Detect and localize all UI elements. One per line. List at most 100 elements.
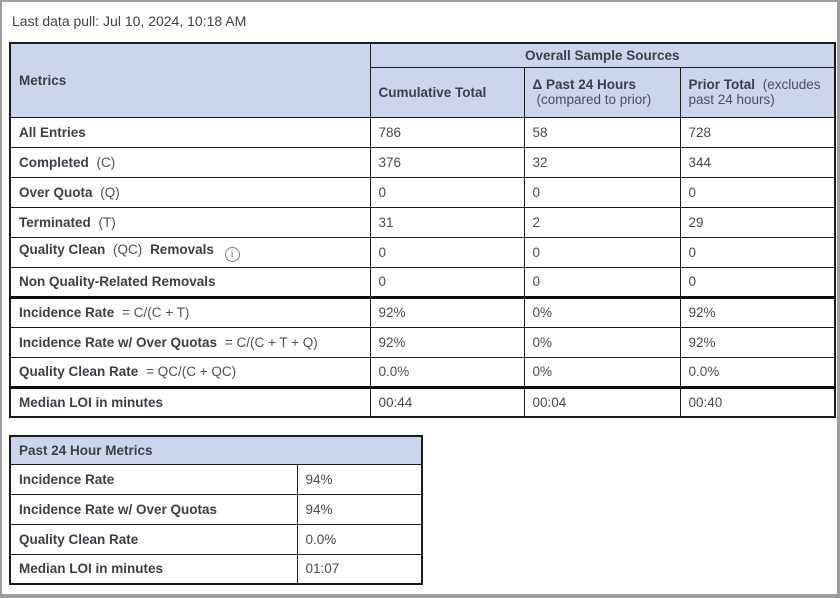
column-header-bold: Cumulative Total (378, 84, 487, 100)
cell-cumulative-total: 00:44 (369, 385, 525, 418)
metric-label-cell: Non Quality-Related Removals (9, 266, 371, 298)
cell-prior-total: 0 (679, 266, 836, 298)
metric-label-cell: Over Quota (Q) (9, 176, 371, 208)
metric-label-bold: Incidence Rate (19, 471, 115, 487)
table-row-quality-clean-removals: Quality Clean (QC) Removals i 0 0 0 (9, 236, 836, 268)
cell-cumulative-total: 0 (369, 266, 525, 298)
cell-cumulative-total: 92% (369, 295, 525, 328)
metric-label-formula: = QC/(C + QC) (146, 364, 237, 379)
metric-label-formula: = C/(C + T + Q) (224, 334, 318, 350)
metric-label-cell: Incidence Rate = C/(C + T) (9, 295, 371, 328)
table-row-incidence-rate: Incidence Rate = C/(C + T) 92% 0% 92% (9, 295, 836, 328)
table-row-p24-quality-clean-rate: Quality Clean Rate 0.0% (9, 523, 423, 555)
cell-delta-past-24-hours: 0% (523, 295, 681, 328)
metric-label-bold: Completed (19, 154, 89, 170)
metric-label-cell: Quality Clean Rate = QC/(C + QC) (9, 356, 371, 388)
metric-label-bold: Non Quality-Related Removals (19, 274, 216, 289)
metric-label-formula: = C/(C + T) (122, 305, 190, 320)
table-row-all-entries: All Entries 786 58 728 (9, 116, 836, 148)
column-header-prior-total: Prior Total (excludes past 24 hours) (679, 66, 836, 118)
cell-delta-past-24-hours: 32 (523, 146, 681, 178)
metric-label-cell: Median LOI in minutes (9, 553, 298, 585)
metrics-column-header: Metrics (9, 42, 371, 118)
metric-label-cell: Terminated (T) (9, 206, 371, 238)
cell-cumulative-total: 0 (369, 176, 525, 208)
cell-prior-total: 0.0% (679, 356, 836, 388)
column-header-cumulative-total: Cumulative Total (369, 66, 525, 118)
cell-cumulative-total: 31 (369, 206, 525, 238)
metric-label-bold: Median LOI in minutes (19, 394, 164, 410)
cell-delta-past-24-hours: 0% (523, 356, 681, 388)
cell-prior-total: 92% (679, 295, 836, 328)
past-24-hour-metrics-header: Past 24 Hour Metrics (9, 435, 423, 465)
table-row-completed: Completed (C) 376 32 344 (9, 146, 836, 178)
cell-value: 01:07 (296, 553, 423, 585)
last-data-pull-status: Last data pull: Jul 10, 2024, 10:18 AM (12, 13, 247, 29)
column-header-delta-past-24-hours: Δ Past 24 Hours (compared to prior) (523, 66, 681, 118)
table-row-p24-incidence-rate: Incidence Rate 94% (9, 463, 423, 495)
cell-value: 0.0% (296, 523, 423, 555)
cell-prior-total: 0 (679, 236, 836, 268)
metric-label-bold: Incidence Rate (19, 305, 115, 320)
cell-prior-total: 92% (679, 326, 836, 358)
cell-delta-past-24-hours: 0 (523, 266, 681, 298)
metric-label-cell: Incidence Rate w/ Over Quotas (9, 493, 298, 525)
metric-label-note: (C) (96, 154, 116, 170)
table-row-incidence-rate-with-over-quotas: Incidence Rate w/ Over Quotas = C/(C + T… (9, 326, 836, 358)
cell-delta-past-24-hours: 0 (523, 236, 681, 268)
overall-sample-sources-table: Metrics Overall Sample Sources Cumulativ… (9, 42, 836, 418)
cell-delta-past-24-hours: 00:04 (523, 385, 681, 418)
metric-label-bold: Median LOI in minutes (19, 561, 164, 577)
column-header-bold: Prior Total (688, 77, 756, 92)
metric-label-bold-2: Removals (150, 241, 214, 257)
cell-value: 94% (296, 463, 423, 495)
metric-label-cell: Incidence Rate w/ Over Quotas = C/(C + T… (9, 326, 371, 358)
cell-prior-total: 0 (679, 176, 836, 208)
cell-cumulative-total: 0.0% (369, 356, 525, 388)
past-24-hour-metrics-table: Past 24 Hour Metrics Incidence Rate 94% … (9, 435, 423, 585)
metric-label-cell: Quality Clean (QC) Removals i (9, 236, 371, 268)
metric-label-bold: Incidence Rate w/ Over Quotas (19, 501, 218, 517)
table-row-quality-clean-rate: Quality Clean Rate = QC/(C + QC) 0.0% 0%… (9, 356, 836, 388)
column-header-note: (excludes past 24 hours) (688, 77, 821, 107)
table-row: Cumulative Total Δ Past 24 Hours (compar… (10, 66, 836, 118)
cell-delta-past-24-hours: 0 (523, 176, 681, 208)
metric-label-cell: Quality Clean Rate (9, 523, 298, 555)
metric-label-cell: All Entries (9, 116, 371, 148)
cell-cumulative-total: 0 (369, 236, 525, 268)
metric-label-cell: Incidence Rate (9, 463, 298, 495)
cell-delta-past-24-hours: 0% (523, 326, 681, 358)
metric-label-bold: All Entries (19, 124, 86, 140)
cell-value: 94% (296, 493, 423, 525)
overall-sample-sources-header: Overall Sample Sources (369, 42, 836, 68)
table-row-terminated: Terminated (T) 31 2 29 (9, 206, 836, 238)
metric-label-note: (Q) (100, 184, 120, 200)
table-row-p24-median-loi: Median LOI in minutes 01:07 (9, 553, 423, 585)
column-header-bold: Δ Past 24 Hours (532, 77, 637, 92)
metric-label-cell: Completed (C) (9, 146, 371, 178)
metric-label-bold: Over Quota (19, 184, 93, 200)
metric-label-bold: Quality Clean (19, 241, 106, 257)
table-row-p24-incidence-rate-with-over-quotas: Incidence Rate w/ Over Quotas 94% (9, 493, 423, 525)
info-icon-glyph: i (230, 248, 234, 260)
info-icon[interactable]: i (224, 247, 240, 263)
table-row: Past 24 Hour Metrics (9, 435, 423, 465)
cell-delta-past-24-hours: 2 (523, 206, 681, 238)
metric-label-cell: Median LOI in minutes (9, 385, 371, 418)
cell-cumulative-total: 376 (369, 146, 525, 178)
table-row: Metrics Overall Sample Sources (9, 42, 836, 118)
cell-prior-total: 728 (679, 116, 836, 148)
cell-prior-total: 00:40 (679, 385, 836, 418)
cell-delta-past-24-hours: 58 (523, 116, 681, 148)
metric-label-bold: Incidence Rate w/ Over Quotas (19, 334, 218, 350)
table-row-over-quota: Over Quota (Q) 0 0 0 (9, 176, 836, 208)
metric-label-note: (T) (98, 214, 116, 230)
cell-prior-total: 29 (679, 206, 836, 238)
cell-cumulative-total: 92% (369, 326, 525, 358)
table-row-non-quality-related-removals: Non Quality-Related Removals 0 0 0 (9, 266, 836, 298)
metric-label-bold: Quality Clean Rate (19, 531, 139, 547)
column-header-note: (compared to prior) (536, 92, 652, 107)
metric-label-bold: Quality Clean Rate (19, 364, 139, 379)
metric-label-bold: Terminated (19, 214, 91, 230)
